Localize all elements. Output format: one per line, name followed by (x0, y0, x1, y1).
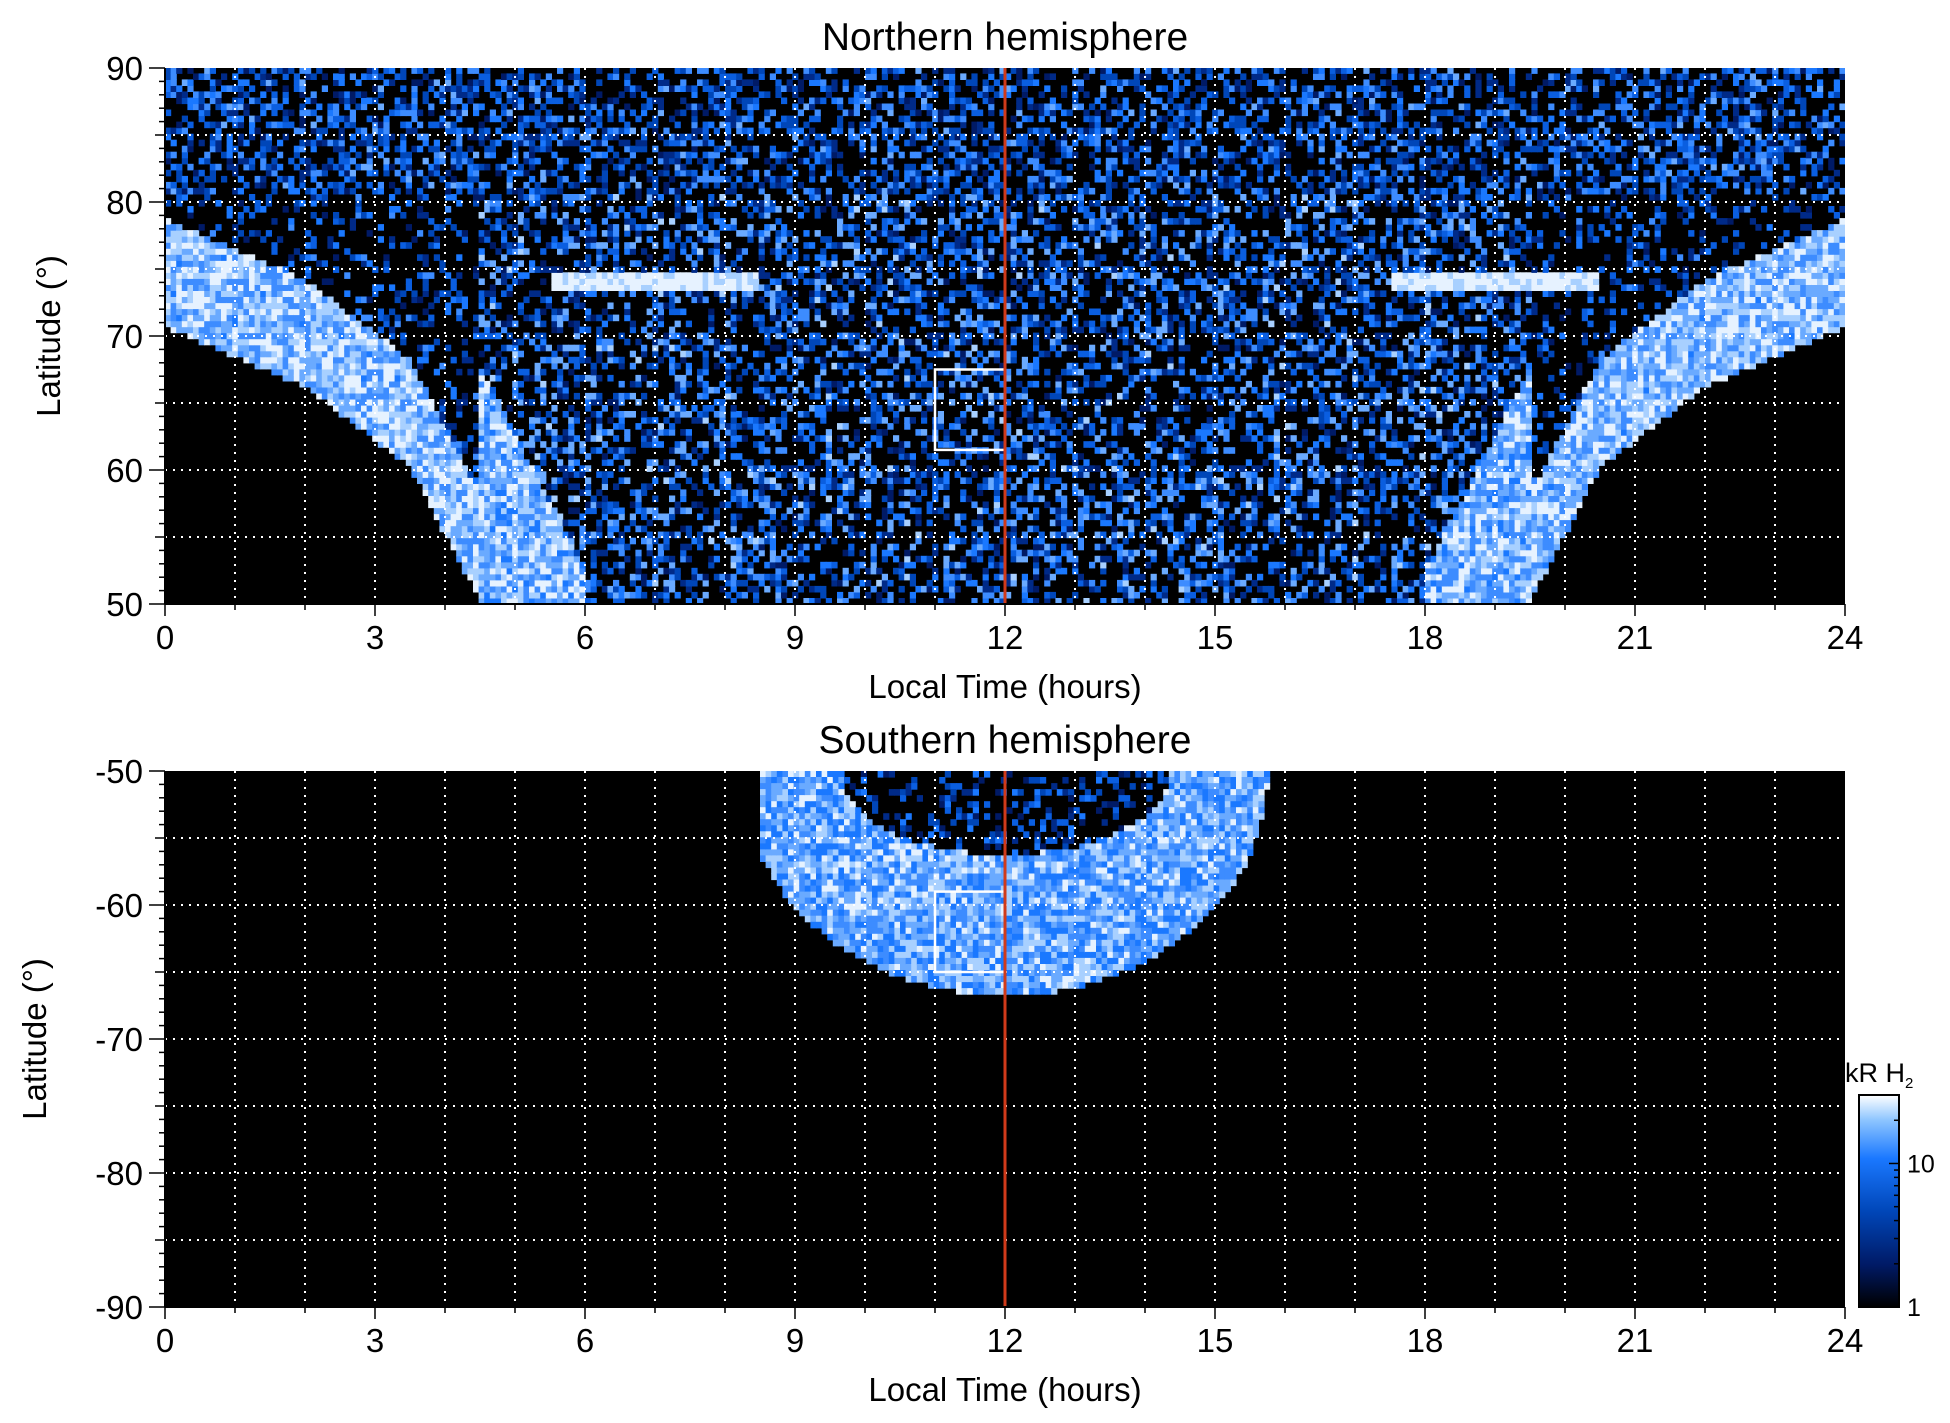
colorbar-title: kR H2 (1845, 1058, 1913, 1092)
south-xtick-label: 0 (156, 1322, 174, 1359)
colorbar-tick-label: 1 (1907, 1294, 1921, 1322)
north-xlabel: Local Time (hours) (868, 668, 1141, 705)
south-xtick-label: 12 (987, 1322, 1024, 1359)
colorbar-tick-label: 10 (1907, 1150, 1935, 1178)
south-xtick-label: 6 (576, 1322, 594, 1359)
north-xtick-label: 6 (576, 619, 594, 656)
north-ytick-label: 90 (106, 50, 143, 87)
south-xtick-label: 18 (1407, 1322, 1444, 1359)
colorbar-ticks: 1 10 (1889, 1094, 1935, 1322)
north-xtick-label: 9 (786, 619, 804, 656)
south-ytick-label: -80 (95, 1155, 143, 1192)
south-xtick-label: 21 (1617, 1322, 1654, 1359)
south-xlabel: Local Time (hours) (868, 1371, 1141, 1408)
colorbar-gradient (1858, 1094, 1900, 1308)
south-title: Southern hemisphere (819, 719, 1192, 762)
north-axes: 0 3 6 9 12 15 18 21 24 50 60 70 80 90 (106, 50, 1863, 656)
south-grid (165, 771, 1845, 1307)
north-xtick-label: 0 (156, 619, 174, 656)
north-panel: Northern hemisphere 0 3 6 9 12 15 18 21 24 50 60 70… (30, 16, 1863, 705)
south-axes: 0 3 6 9 12 15 18 21 24 -50 -60 -70 -80 -90 (95, 753, 1863, 1359)
colorbar: kR H2 1 10 (1845, 1058, 1935, 1322)
north-ytick-label: 70 (106, 318, 143, 355)
north-title: Northern hemisphere (822, 16, 1188, 59)
north-ylabel: Latitude (°) (30, 255, 67, 417)
north-xtick-label: 12 (987, 619, 1024, 656)
north-ytick-label: 60 (106, 452, 143, 489)
north-xtick-label: 15 (1197, 619, 1234, 656)
north-ytick-label: 50 (106, 586, 143, 623)
south-heatmap (760, 771, 1271, 995)
north-grid (165, 68, 1845, 604)
north-heatmap (165, 68, 1845, 604)
south-xtick-label: 24 (1827, 1322, 1864, 1359)
south-ytick-label: -60 (95, 887, 143, 924)
north-xtick-label: 21 (1617, 619, 1654, 656)
south-xtick-label: 9 (786, 1322, 804, 1359)
south-ytick-label: -70 (95, 1021, 143, 1058)
south-ytick-label: -50 (95, 753, 143, 790)
north-ytick-label: 80 (106, 184, 143, 221)
south-xtick-label: 15 (1197, 1322, 1234, 1359)
south-panel: Southern hemisphere 0 3 6 9 12 15 18 21 24 -50 -60… (16, 719, 1863, 1408)
south-ylabel: Latitude (°) (16, 958, 53, 1120)
north-xtick-label: 3 (366, 619, 384, 656)
north-xtick-label: 18 (1407, 619, 1444, 656)
south-ytick-label: -90 (95, 1289, 143, 1326)
north-xtick-label: 24 (1827, 619, 1864, 656)
south-xtick-label: 3 (366, 1322, 384, 1359)
